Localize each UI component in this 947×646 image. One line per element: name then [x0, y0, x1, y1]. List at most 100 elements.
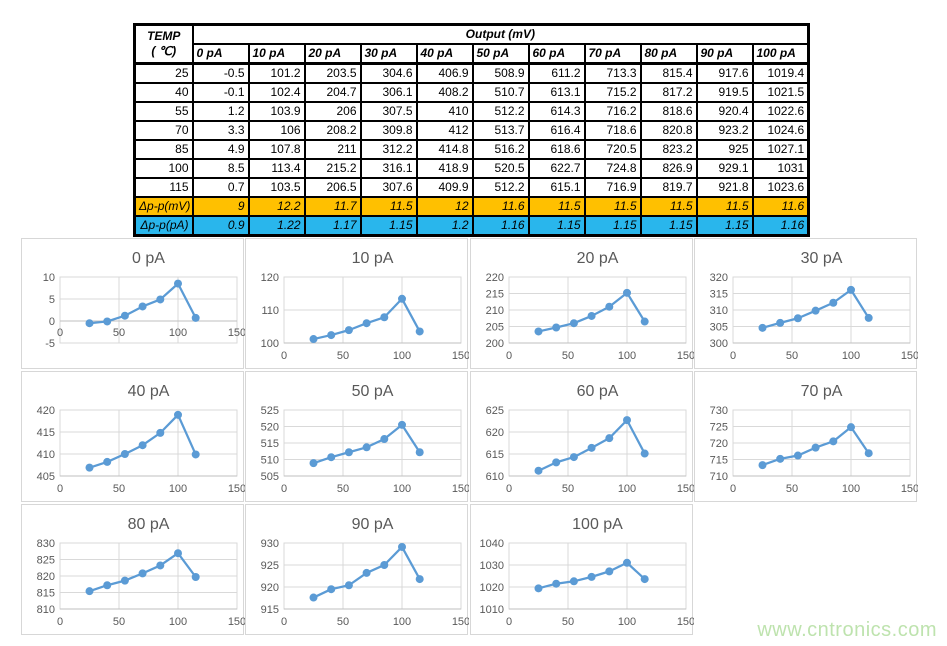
current-header-70-pa: 70 pA — [583, 43, 642, 65]
data-point-marker — [623, 558, 631, 567]
data-point-marker — [776, 454, 785, 463]
data-point-marker — [776, 318, 785, 327]
value-cell: 106 — [247, 120, 306, 141]
delta-value-cell: 9 — [191, 196, 250, 217]
delta-value-cell: 11.6 — [471, 196, 530, 217]
value-cell: 304.6 — [359, 62, 418, 84]
value-cell: 716.2 — [583, 101, 642, 122]
y-tick-label: 525 — [261, 405, 279, 417]
data-point-marker — [640, 449, 649, 458]
delta-value-cell: 12 — [415, 196, 474, 217]
delta-value-cell: 1.16 — [751, 215, 810, 237]
x-tick-label: 50 — [337, 616, 349, 628]
x-tick-label: 50 — [786, 350, 798, 362]
current-header-10-pa: 10 pA — [247, 43, 306, 65]
y-tick-label: 320 — [710, 272, 728, 284]
line-chart: 200 205 210 215 220 0 50 100 150 20 pA — [486, 250, 694, 362]
x-tick-label: 100 — [169, 616, 187, 628]
data-point-marker — [344, 326, 353, 335]
value-cell: 309.8 — [359, 120, 418, 141]
x-tick-label: 50 — [113, 483, 125, 495]
data-point-marker — [138, 569, 147, 578]
delta-value-cell: 11.5 — [583, 196, 642, 217]
delta-value-cell: 1.16 — [471, 215, 530, 237]
data-point-marker — [120, 576, 129, 585]
data-point-marker — [191, 450, 200, 459]
temp-cell: 25 — [133, 62, 194, 84]
value-cell: 312.2 — [359, 139, 418, 160]
value-cell: 716.9 — [583, 177, 642, 198]
table-row: 25 -0.5 101.2 203.5 304.6 406.9 508.9 611.2 713.… — [133, 62, 810, 84]
y-tick-label: 510 — [261, 455, 279, 467]
y-tick-label: 300 — [710, 338, 728, 350]
x-tick-label: 50 — [562, 350, 574, 362]
y-tick-label: 1040 — [480, 538, 504, 550]
x-tick-label: 100 — [169, 327, 187, 339]
value-cell: 925 — [695, 139, 754, 160]
data-point-marker — [85, 587, 94, 596]
value-cell: 107.8 — [247, 139, 306, 160]
chart-panel-70-pa: 710 715 720 725 730 0 50 100 150 70 pA — [694, 371, 918, 502]
x-tick-label: 100 — [393, 483, 411, 495]
value-cell: 1022.6 — [751, 101, 810, 122]
temp-cell: 55 — [133, 101, 194, 122]
value-cell: 819.7 — [639, 177, 698, 198]
value-cell: 715.2 — [583, 82, 642, 103]
value-cell: 410 — [415, 101, 474, 122]
value-cell: 103.9 — [247, 101, 306, 122]
temp-header: TEMP ( ℃) — [133, 23, 194, 65]
value-cell: 815.4 — [639, 62, 698, 84]
chart-title: 90 pA — [352, 516, 394, 533]
line-chart: 405 410 415 420 0 50 100 150 40 pA — [37, 383, 245, 495]
value-cell: 3.3 — [191, 120, 250, 141]
value-cell: 513.7 — [471, 120, 530, 141]
x-tick-label: 0 — [730, 350, 736, 362]
value-cell: 713.3 — [583, 62, 642, 84]
current-header-50-pa: 50 pA — [471, 43, 530, 65]
value-cell: 203.5 — [303, 62, 362, 84]
x-tick-label: 150 — [228, 327, 245, 339]
x-tick-label: 0 — [730, 483, 736, 495]
value-cell: 103.5 — [247, 177, 306, 198]
y-tick-label: 610 — [486, 471, 504, 483]
y-tick-label: 220 — [486, 272, 504, 284]
data-point-marker — [191, 313, 200, 322]
y-tick-label: 1030 — [480, 560, 504, 572]
delta-value-cell: 1.15 — [695, 215, 754, 237]
data-point-marker — [120, 450, 129, 458]
value-cell: 414.8 — [415, 139, 474, 160]
value-cell: 211 — [303, 139, 362, 160]
data-point-marker — [534, 327, 543, 336]
data-point-marker — [640, 575, 649, 584]
data-point-marker — [85, 319, 94, 328]
y-tick-label: 420 — [37, 405, 55, 417]
delta-pa-row: Δp-p(pA) 0.9 1.22 1.17 1.15 1.2 1.16 1.15 1.15 1.… — [133, 215, 810, 237]
delta-row-label: Δp-p(pA) — [133, 215, 194, 237]
x-tick-label: 150 — [452, 616, 469, 628]
data-point-marker — [829, 437, 838, 446]
x-tick-label: 100 — [618, 616, 636, 628]
table-row: 100 8.5 113.4 215.2 316.1 418.9 520.5 622.7 724.… — [133, 158, 810, 179]
chart-panel-40-pa: 405 410 415 420 0 50 100 150 40 pA — [21, 371, 245, 502]
data-point-marker — [864, 449, 873, 458]
x-tick-label: 0 — [57, 327, 63, 339]
value-cell: 1.2 — [191, 101, 250, 122]
value-cell: 102.4 — [247, 82, 306, 103]
y-tick-label: 210 — [486, 305, 504, 317]
y-tick-label: 310 — [710, 305, 728, 317]
delta-value-cell: 11.5 — [527, 196, 586, 217]
y-tick-label: 730 — [710, 405, 728, 417]
data-point-marker — [344, 448, 353, 457]
x-tick-label: 50 — [113, 327, 125, 339]
x-tick-label: 50 — [337, 483, 349, 495]
value-cell: 917.6 — [695, 62, 754, 84]
value-cell: 215.2 — [303, 158, 362, 179]
data-point-marker — [587, 311, 596, 320]
data-point-marker — [552, 458, 561, 467]
current-header-30-pa: 30 pA — [359, 43, 418, 65]
x-tick-label: 50 — [337, 350, 349, 362]
y-tick-label: 725 — [710, 422, 728, 434]
y-tick-label: 520 — [261, 422, 279, 434]
chart-panel-100-pa: 1010 1020 1030 1040 0 50 100 150 100 pA — [470, 504, 694, 635]
